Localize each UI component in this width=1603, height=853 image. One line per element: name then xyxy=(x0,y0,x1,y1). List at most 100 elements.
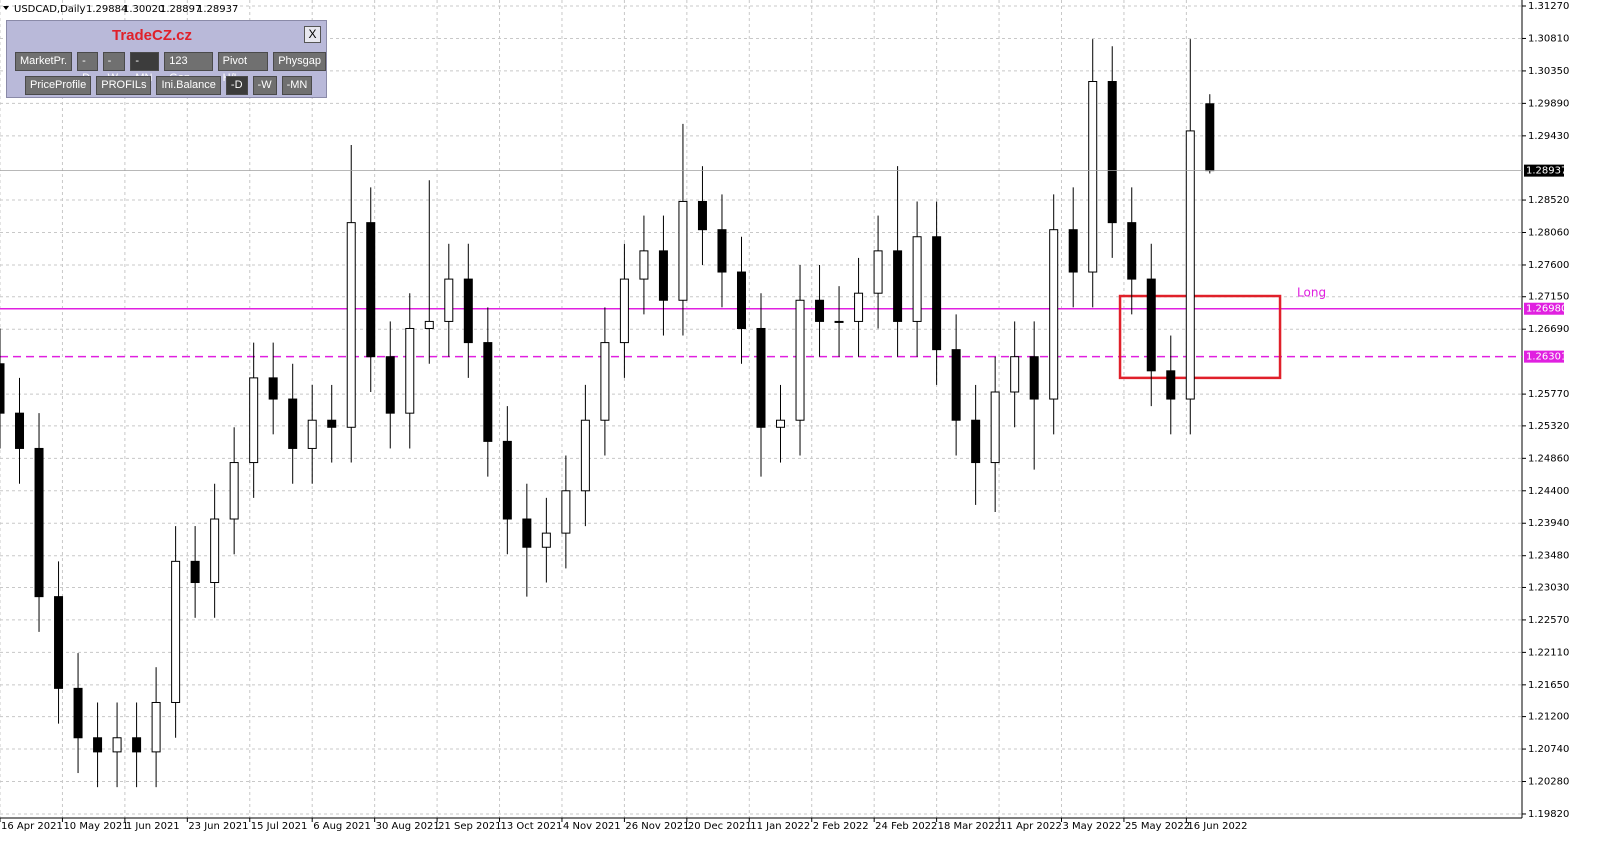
tool-button[interactable]: -MN xyxy=(281,76,313,95)
tool-button[interactable]: 123 Gap xyxy=(164,52,213,84)
candle-body xyxy=(893,250,903,322)
candle-body xyxy=(1049,229,1059,400)
candle-body xyxy=(151,701,161,753)
tool-button[interactable]: Pivot H/L xyxy=(217,52,269,84)
last-price-label: 1.28937 xyxy=(1526,166,1567,177)
chart-title: USDCAD,Daily xyxy=(14,4,85,15)
candle-body xyxy=(854,292,864,322)
candle-body xyxy=(912,236,922,322)
y-tick-label: 1.25770 xyxy=(1528,389,1569,400)
candle-body xyxy=(424,320,434,329)
y-tick-label: 1.23940 xyxy=(1528,518,1569,529)
candle-body xyxy=(795,299,805,421)
x-tick-label: 21 Sep 2021 xyxy=(438,821,501,832)
ohlc-value: 1.28937 xyxy=(197,4,238,15)
y-tick-label: 1.26690 xyxy=(1528,324,1569,335)
candle-body xyxy=(1146,278,1156,372)
candle-body xyxy=(1107,81,1117,224)
y-tick-label: 1.20280 xyxy=(1528,777,1569,788)
menu-arrow xyxy=(3,6,9,10)
tool-button[interactable]: -W xyxy=(102,52,126,84)
ohlc-value: 1.30020 xyxy=(123,4,164,15)
zone-label: Long xyxy=(1297,286,1326,300)
x-tick-label: 10 May 2021 xyxy=(63,821,128,832)
candle-body xyxy=(873,250,883,294)
candle-body xyxy=(756,327,766,428)
candle-body xyxy=(249,377,259,464)
tool-button[interactable]: -W xyxy=(252,76,277,95)
candle-body xyxy=(190,560,200,584)
candle-body xyxy=(580,419,590,492)
y-tick-label: 1.21200 xyxy=(1528,712,1569,723)
tool-button[interactable]: -D xyxy=(77,52,98,84)
y-tick-label: 1.24860 xyxy=(1528,453,1569,464)
candle-body xyxy=(73,687,83,739)
level-label-bg xyxy=(1524,302,1564,315)
candle-body xyxy=(1010,356,1020,393)
candle-body xyxy=(346,222,356,428)
candle-body xyxy=(1088,81,1098,273)
candle-body xyxy=(210,518,220,584)
candle-body xyxy=(54,596,64,689)
candle-body xyxy=(834,320,844,323)
x-tick-label: 2 Feb 2022 xyxy=(813,821,869,832)
candle-body xyxy=(268,377,278,400)
y-tick-label: 1.30810 xyxy=(1528,33,1569,44)
candle-body xyxy=(815,299,825,322)
tool-button[interactable]: -D xyxy=(225,76,248,95)
y-tick-label: 1.29890 xyxy=(1528,98,1569,109)
candle-body xyxy=(288,398,298,449)
candle-body xyxy=(1029,356,1039,400)
candle-body xyxy=(1205,103,1215,172)
candle-body xyxy=(0,363,5,414)
y-tick-label: 1.25320 xyxy=(1528,421,1569,432)
y-tick-label: 1.19820 xyxy=(1528,809,1569,820)
level-label: 1.26980 xyxy=(1526,304,1567,315)
close-button[interactable]: X xyxy=(304,26,321,43)
y-tick-label: 1.23030 xyxy=(1528,582,1569,593)
candle-body xyxy=(171,560,181,703)
candle-body xyxy=(776,419,786,428)
candle-body xyxy=(1068,229,1078,273)
x-tick-label: 24 Feb 2022 xyxy=(875,821,937,832)
x-tick-label: 16 Jun 2022 xyxy=(1187,821,1247,832)
x-tick-label: 6 Aug 2021 xyxy=(313,821,371,832)
candle-body xyxy=(307,419,317,449)
candle-body xyxy=(502,440,512,520)
tool-button[interactable]: -MN xyxy=(130,52,160,84)
candle-body xyxy=(327,419,337,428)
y-tick-label: 1.22570 xyxy=(1528,615,1569,626)
candle-body xyxy=(619,278,629,344)
y-tick-label: 1.21650 xyxy=(1528,680,1569,691)
candle-body xyxy=(1127,222,1137,280)
candle-body xyxy=(15,412,25,449)
y-tick-label: 1.23480 xyxy=(1528,551,1569,562)
candle-body xyxy=(34,447,44,598)
tool-button[interactable]: Ini.Balance xyxy=(156,76,221,95)
y-tick-label: 1.22110 xyxy=(1528,647,1569,658)
x-tick-label: 25 May 2022 xyxy=(1125,821,1190,832)
tool-button[interactable]: Physgap xyxy=(273,52,326,71)
ohlc-value: 1.28897 xyxy=(160,4,201,15)
x-tick-label: 20 Dec 2021 xyxy=(688,821,752,832)
y-tick-label: 1.28520 xyxy=(1528,195,1569,206)
candle-body xyxy=(600,342,610,421)
x-tick-label: 1 Jun 2021 xyxy=(126,821,180,832)
candle-body xyxy=(1185,130,1195,400)
tool-button[interactable]: PROFILs xyxy=(96,76,152,95)
x-tick-label: 18 Mar 2022 xyxy=(938,821,1001,832)
candle-body xyxy=(463,278,473,344)
candle-body xyxy=(658,250,668,301)
y-tick-label: 1.27150 xyxy=(1528,292,1569,303)
candle-body xyxy=(385,356,395,414)
y-tick-label: 1.29430 xyxy=(1528,131,1569,142)
tool-button[interactable]: MarketPr. xyxy=(15,52,73,71)
candle-body xyxy=(405,327,415,414)
x-tick-label: 3 May 2022 xyxy=(1062,821,1121,832)
tool-panel: TradeCZ.cz X MarketPr.-D-W-MN123 GapPivo… xyxy=(6,20,327,98)
tool-button[interactable]: PriceProfile xyxy=(25,76,92,95)
y-tick-label: 1.30350 xyxy=(1528,66,1569,77)
x-tick-label: 13 Oct 2021 xyxy=(501,821,563,832)
